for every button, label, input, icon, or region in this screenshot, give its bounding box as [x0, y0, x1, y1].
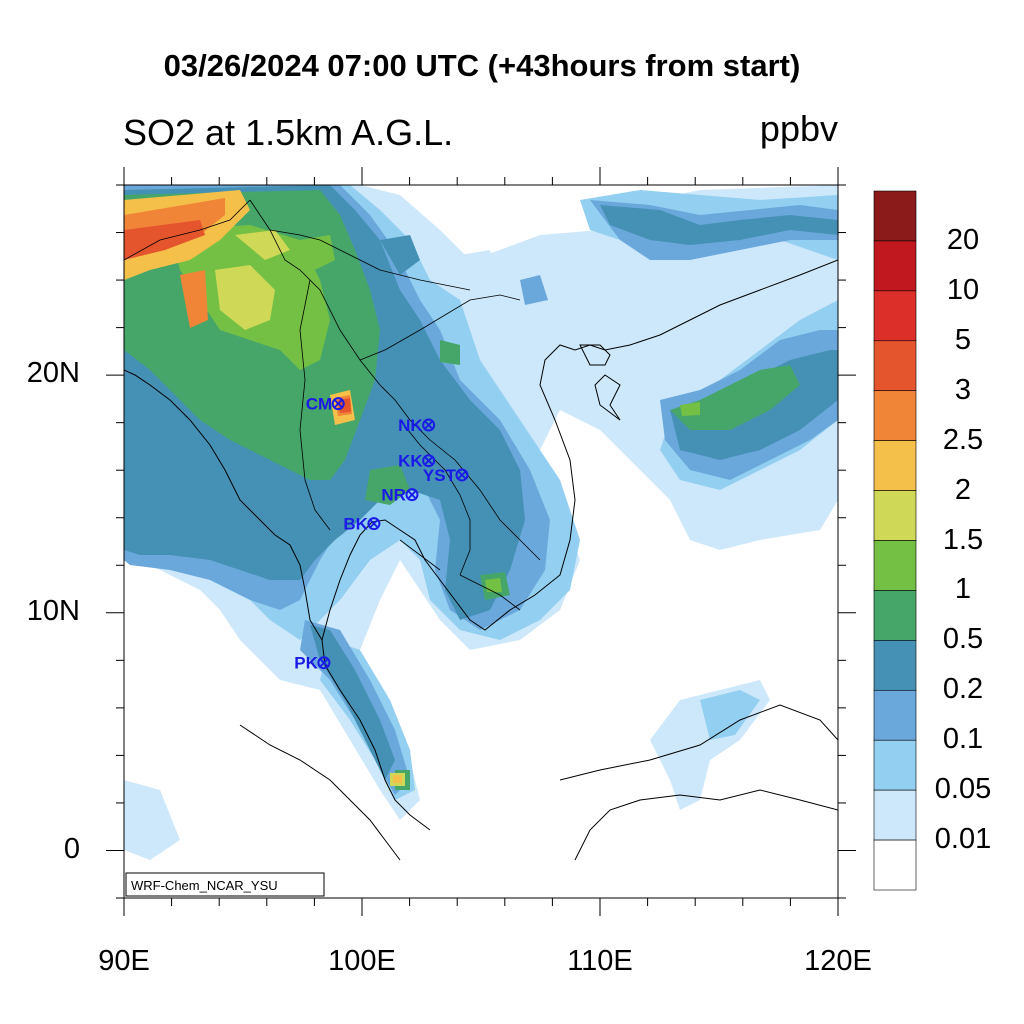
colorbar-swatch — [873, 789, 917, 841]
plot-frame — [123, 184, 839, 899]
colorbar-swatch — [873, 490, 917, 541]
station-marker-icon — [317, 656, 331, 670]
colorbar-swatch — [873, 689, 917, 741]
station-bk: BK — [343, 515, 381, 534]
watermark-text: WRF-Chem_NCAR_YSU — [131, 878, 278, 893]
station-cm: CM — [306, 395, 345, 414]
lon-label-100e: 100E — [328, 945, 396, 977]
station-cross-icon — [457, 470, 467, 480]
station-cross-icon — [424, 420, 434, 430]
colorbar-label: 0.05 — [934, 773, 992, 806]
colorbar-swatch — [873, 739, 917, 791]
colorbar-swatch — [873, 839, 917, 891]
so2-field — [124, 185, 838, 898]
colorbar-swatch — [873, 340, 917, 392]
colorbar-swatch — [873, 540, 917, 591]
colorbar-label: 1.5 — [942, 523, 984, 556]
colorbar — [873, 190, 917, 891]
colorbar-swatch — [873, 390, 917, 441]
station-pk: PK — [294, 654, 331, 673]
station-cross-icon — [333, 399, 343, 409]
station-label: PK — [294, 654, 318, 673]
station-marker-icon — [331, 397, 345, 411]
station-marker-icon — [405, 488, 419, 502]
colorbar-label: 10 — [946, 273, 980, 306]
station-label: NK — [398, 416, 423, 435]
station-label: BK — [343, 515, 368, 534]
coastlines — [124, 259, 838, 861]
station-yst: YST — [423, 466, 469, 485]
station-cross-icon — [424, 456, 434, 466]
station-cross-icon — [369, 519, 379, 529]
station-label: YST — [423, 466, 457, 485]
colorbar-label: 0.5 — [942, 623, 984, 656]
lat-label-20n: 20N — [26, 357, 80, 389]
colorbar-label: 5 — [954, 323, 972, 356]
lat-label-10n: 10N — [26, 595, 80, 627]
lon-label-120e: 120E — [804, 945, 872, 977]
colorbar-swatch — [873, 640, 917, 691]
colorbar-label: 1 — [954, 573, 972, 606]
country-borders — [124, 199, 541, 611]
station-marker-icon — [455, 468, 469, 482]
station-nk: NK — [398, 416, 436, 435]
station-nr: NR — [381, 486, 419, 505]
station-label: NR — [381, 486, 406, 505]
variable-label: SO2 at 1.5km A.G.L. — [123, 112, 454, 153]
colorbar-label: 0.1 — [942, 723, 984, 756]
lat-label-0: 0 — [63, 833, 80, 865]
colorbar-swatch — [873, 590, 917, 641]
colorbar-label: 2 — [954, 473, 972, 506]
map-title: 03/26/2024 07:00 UTC (+43hours from star… — [163, 48, 801, 83]
units-label: ppbv — [759, 108, 838, 149]
colorbar-swatch — [873, 240, 917, 292]
lon-label-110e: 110E — [567, 945, 633, 977]
colorbar-swatch — [873, 190, 917, 242]
colorbar-swatch — [873, 440, 917, 491]
station-kk: KK — [398, 452, 436, 471]
station-marker-icon — [422, 454, 436, 468]
station-label: KK — [398, 452, 423, 471]
station-label: CM — [306, 395, 332, 414]
colorbar-swatch — [873, 290, 917, 342]
station-cross-icon — [319, 658, 329, 668]
lon-label-90e: 90E — [98, 945, 150, 977]
colorbar-label: 0.01 — [934, 823, 992, 856]
colorbar-label: 3 — [954, 373, 972, 406]
colorbar-label: 0.2 — [942, 673, 984, 706]
axis-ticks — [106, 167, 856, 916]
station-cross-icon — [407, 490, 417, 500]
station-marker-icon — [367, 517, 381, 531]
station-marker-icon — [422, 418, 436, 432]
colorbar-label: 2.5 — [942, 423, 984, 456]
model-watermark: WRF-Chem_NCAR_YSU — [125, 872, 325, 897]
colorbar-label: 20 — [946, 223, 980, 256]
